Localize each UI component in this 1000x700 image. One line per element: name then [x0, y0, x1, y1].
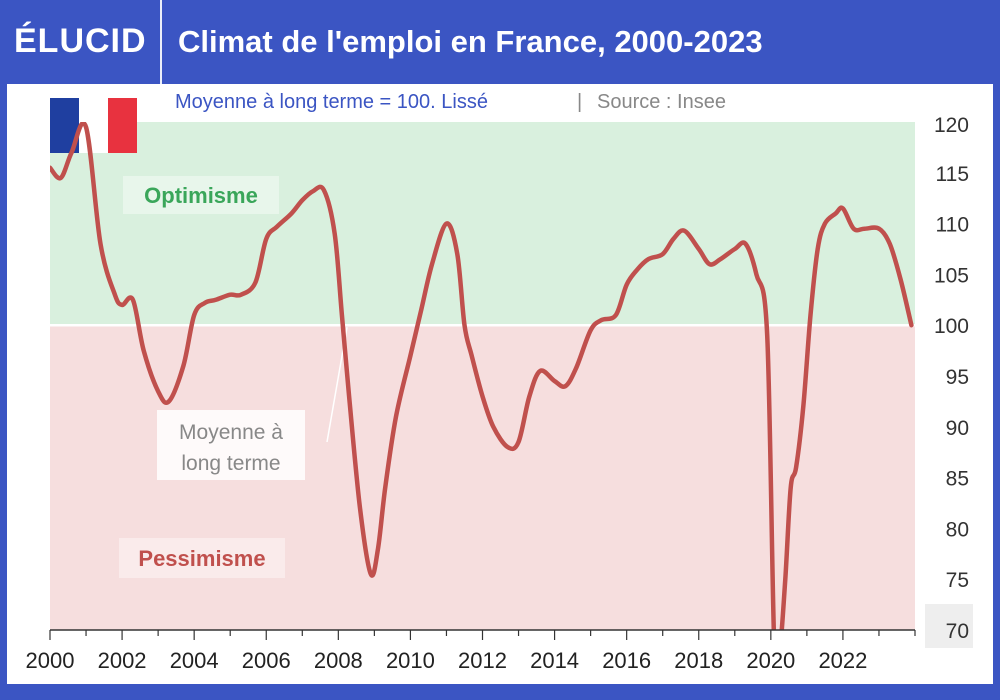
annotation-box	[157, 410, 305, 480]
y-tick-75: 75	[946, 569, 969, 592]
x-tick-2018: 2018	[674, 648, 723, 673]
elucid-mark-icon	[961, 671, 979, 681]
optimism-zone	[50, 122, 915, 326]
footer-url: www.elucid.media	[864, 670, 953, 682]
x-tick-2012: 2012	[458, 648, 507, 673]
y-tick-105: 105	[934, 264, 969, 287]
series-line-0	[50, 122, 914, 630]
optimism-label-box	[123, 176, 279, 214]
x-axis: 2000 2002 2004 2006 2008 2010 2012 2014 2016 2018…	[26, 629, 916, 673]
x-tick-2010: 2010	[386, 648, 435, 673]
page-title: Climat de l'emploi en France, 2000-2023	[178, 24, 763, 59]
x-tick-2020: 2020	[746, 648, 795, 673]
x-tick-2008: 2008	[314, 648, 363, 673]
y-tick-80: 80	[946, 518, 969, 541]
annotation-layer: Moyenne à long terme	[157, 327, 348, 480]
x-tick-2006: 2006	[242, 648, 291, 673]
optimism-label: Optimisme	[144, 183, 258, 208]
y-tick-box-70	[925, 604, 973, 648]
y-axis: 120 115 110 105 100 95 90 85 80 75 70	[925, 114, 973, 648]
line-chart: Optimisme Pessimisme Moyenne à long terme…	[26, 91, 973, 673]
header-bar: ÉLUCID Climat de l'emploi en France, 200…	[0, 0, 1000, 84]
pessimism-label: Pessimisme	[138, 546, 265, 571]
y-tick-85: 85	[946, 468, 969, 491]
x-tick-2016: 2016	[602, 648, 651, 673]
series-layer	[50, 122, 914, 630]
header-divider	[160, 0, 162, 84]
y-tick-110: 110	[936, 214, 969, 237]
annotation-line1: Moyenne à	[179, 421, 283, 444]
y-tick-100: 100	[934, 315, 969, 338]
y-tick-120: 120	[934, 114, 969, 137]
subtitle-source: Source : Insee	[597, 91, 726, 113]
subtitle-separator: |	[577, 91, 582, 113]
x-tick-2000: 2000	[26, 648, 75, 673]
y-tick-70: 70	[946, 620, 969, 643]
pessimism-label-box	[119, 538, 285, 578]
france-flag-icon	[50, 98, 137, 153]
x-tick-2014: 2014	[530, 648, 579, 673]
x-tick-2002: 2002	[98, 648, 147, 673]
subtitle: Moyenne à long terme = 100. Lissé | Sour…	[175, 91, 726, 113]
flag-red	[108, 98, 137, 153]
y-tick-115: 115	[936, 163, 969, 186]
x-tick-2004: 2004	[170, 648, 219, 673]
chart-panel: Optimisme Pessimisme Moyenne à long terme…	[7, 84, 993, 684]
y-tick-90: 90	[946, 417, 969, 440]
subtitle-main: Moyenne à long terme = 100. Lissé	[175, 91, 488, 113]
y-tick-95: 95	[946, 366, 969, 389]
elucid-logo: ÉLUCID	[14, 22, 147, 60]
annotation-line2: long terme	[181, 452, 280, 475]
x-tick-2022: 2022	[818, 648, 867, 673]
